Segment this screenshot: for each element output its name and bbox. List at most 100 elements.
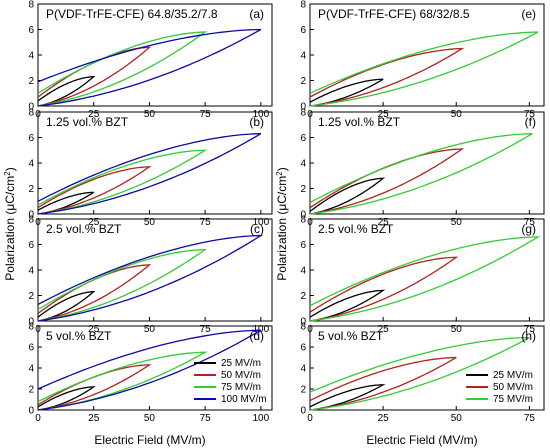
panel-title: P(VDF-TrFE-CFE) 68/32/8.5 — [318, 7, 470, 21]
panel-label: (b) — [249, 115, 264, 129]
loop-25-mvm — [309, 78, 384, 107]
x-tick-label: 25 — [88, 109, 100, 120]
x-tick-label: 50 — [144, 109, 156, 120]
legend-label: 75 MV/m — [493, 394, 533, 405]
loop-75-mvm — [37, 31, 208, 107]
y-tick-label: 8 — [300, 215, 306, 226]
y-tick-label: 0 — [28, 210, 34, 221]
y-tick-label: 6 — [28, 133, 34, 144]
panel-label: (f) — [525, 115, 536, 129]
panel-title: 1.25 vol.% BZT — [46, 115, 129, 129]
x-tick-label: 50 — [144, 324, 156, 335]
loop-52-mvm — [309, 47, 465, 107]
loop-25-mvm — [309, 289, 386, 322]
x-tick-label: 25 — [378, 324, 390, 335]
x-tick-label: 100 — [253, 413, 270, 424]
panel-title: 2.5 vol.% BZT — [318, 222, 394, 236]
panel-label: (a) — [249, 7, 264, 21]
panel-title: 5 vol.% BZT — [318, 329, 384, 343]
x-tick-label: 75 — [200, 324, 212, 335]
x-tick-label: 25 — [378, 217, 390, 228]
y-tick-label: 0 — [28, 102, 34, 113]
y-tick-label: 2 — [300, 76, 306, 87]
panel-label: (d) — [249, 329, 264, 343]
panel-title: 2.5 vol.% BZT — [46, 222, 122, 236]
x-tick-label: 75 — [200, 413, 212, 424]
loop-100-mvm — [37, 28, 262, 107]
legend-label: 50 MV/m — [221, 370, 261, 381]
x-tick-label: 50 — [144, 413, 156, 424]
x-tick-label: 75 — [524, 109, 536, 120]
x-tick-label: 75 — [200, 217, 212, 228]
y-tick-label: 8 — [300, 322, 306, 333]
y-tick-label: 2 — [28, 184, 34, 195]
loop-76-mvm — [309, 133, 533, 215]
panel-d: 0 2 4 6 8 0 25 50 75 100 5 vol.% BZT (d) 25 MV/m50 M… — [28, 322, 273, 424]
legend-label: 25 MV/m — [221, 358, 261, 369]
panel-title: 1.25 vol.% BZT — [318, 115, 401, 129]
loop-100-mvm — [37, 133, 262, 215]
x-tick-label: 100 — [253, 324, 270, 335]
x-tick-label: 0 — [35, 413, 41, 424]
x-tick-label: 50 — [451, 324, 463, 335]
y-tick-label: 6 — [300, 343, 306, 354]
y-axis-title-right: Polarization (μC/cm2) — [275, 167, 290, 280]
y-tick-label: 4 — [300, 364, 306, 375]
x-tick-label: 50 — [451, 413, 463, 424]
legend-label: 50 MV/m — [493, 382, 533, 393]
y-tick-label: 8 — [28, 215, 34, 226]
loop-75-mvm — [37, 248, 208, 322]
y-tick-label: 8 — [28, 322, 34, 333]
loop-78-mvm — [309, 236, 541, 322]
y-tick-label: 0 — [300, 102, 306, 113]
panel-label: (e) — [521, 7, 536, 21]
y-tick-label: 4 — [300, 51, 306, 62]
x-tick-label: 50 — [451, 217, 463, 228]
y-tick-label: 8 — [300, 0, 306, 11]
y-tick-label: 0 — [300, 317, 306, 328]
x-tick-label: 75 — [524, 217, 536, 228]
loop-25-mvm — [37, 291, 96, 322]
loop-75-mvm — [309, 336, 530, 411]
y-tick-label: 0 — [300, 406, 306, 417]
x-tick-label: 100 — [253, 217, 270, 228]
y-tick-label: 6 — [300, 133, 306, 144]
loop-50-mvm — [37, 166, 152, 215]
x-axis-title-left: Electric Field (MV/m) — [94, 433, 205, 447]
x-tick-label: 25 — [88, 217, 100, 228]
x-axis-title-right: Electric Field (MV/m) — [366, 433, 477, 447]
y-tick-label: 2 — [28, 76, 34, 87]
y-tick-label: 0 — [28, 317, 34, 328]
x-tick-label: 25 — [88, 413, 100, 424]
y-tick-label: 4 — [28, 266, 34, 277]
y-axis-title-left: Polarization (μC/cm2) — [3, 167, 18, 280]
loop-25-mvm — [37, 386, 96, 411]
y-tick-label: 4 — [28, 159, 34, 170]
y-tick-label: 6 — [300, 25, 306, 36]
y-tick-label: 6 — [28, 240, 34, 251]
x-tick-label: 0 — [307, 413, 313, 424]
y-tick-label: 6 — [28, 343, 34, 354]
y-tick-label: 0 — [300, 210, 306, 221]
y-tick-label: 2 — [28, 291, 34, 302]
x-tick-label: 75 — [200, 109, 212, 120]
x-tick-label: 100 — [253, 109, 270, 120]
loop-25-mvm — [309, 384, 386, 411]
y-tick-label: 8 — [28, 108, 34, 119]
loop-78-mvm — [309, 31, 539, 107]
x-tick-label: 25 — [88, 324, 100, 335]
panel-h: 0 2 4 6 8 0 25 50 75 5 vol.% BZT (h) 25 MV/m50 MV/m… — [300, 322, 545, 424]
y-tick-label: 4 — [300, 159, 306, 170]
loop-50-mvm — [309, 356, 457, 411]
legend-label: 25 MV/m — [493, 370, 533, 381]
loop-25-mvm — [37, 76, 96, 107]
x-tick-label: 75 — [524, 324, 536, 335]
y-tick-label: 6 — [28, 25, 34, 36]
